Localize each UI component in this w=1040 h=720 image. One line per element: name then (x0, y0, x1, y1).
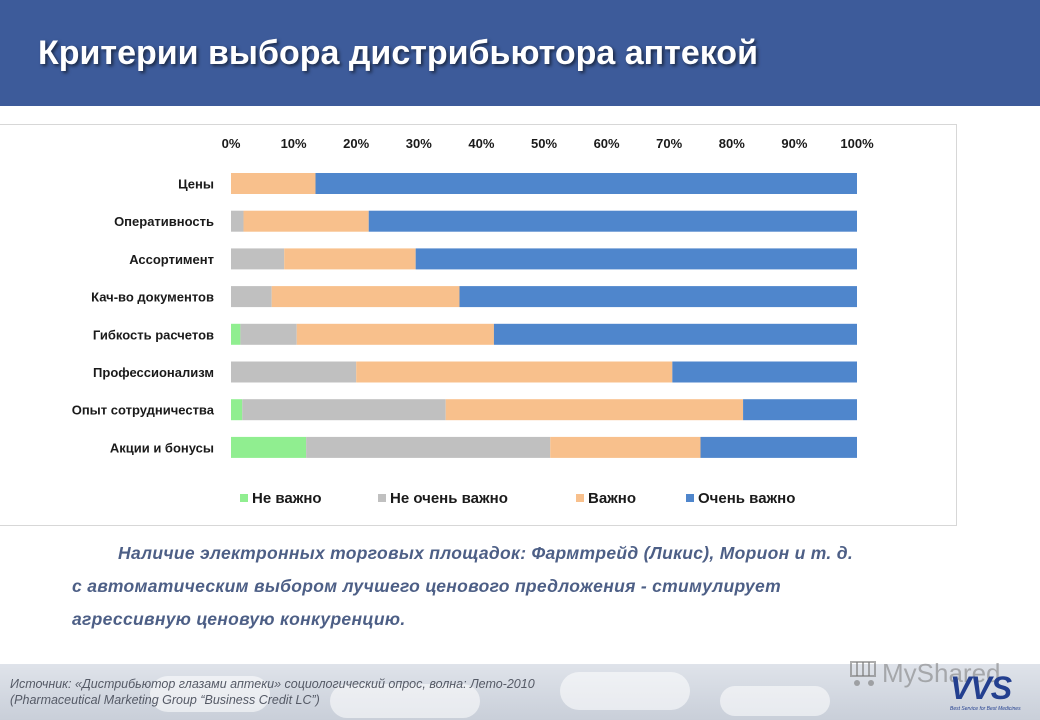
logo-tagline: Best Service for Best Medicines (950, 706, 1021, 712)
bar-segment (459, 286, 857, 308)
bar-segment (231, 323, 241, 345)
category-label: Кач-во документов (91, 290, 214, 305)
legend-swatch (240, 494, 248, 502)
stacked-bar-chart: 0% 10% 20% 30% 40% 50% 60% 70% 80% 90% 100% Цены Опе… (72, 136, 874, 507)
source-line-2: (Pharmaceutical Marketing Group “Busines… (10, 693, 320, 707)
x-tick-label: 40% (468, 136, 494, 151)
x-tick-label: 20% (343, 136, 369, 151)
note-line-2: с автоматическим выбором лучшего ценовог… (72, 576, 781, 596)
source-line-1: Источник: «Дистрибьютор глазами аптеки» … (10, 677, 535, 691)
footer-decoration (330, 684, 480, 718)
legend-label: Не важно (252, 490, 322, 507)
category-label: Гибкость расчетов (93, 327, 214, 342)
x-tick-label: 90% (781, 136, 807, 151)
legend-swatch (378, 494, 386, 502)
category-label: Ассортимент (129, 252, 214, 267)
page-title: Критерии выбора дистрибьютора аптекой (38, 34, 758, 72)
vvs-logo: VVS Best Service for Best Medicines (950, 670, 1030, 714)
bar-segment (493, 323, 857, 345)
category-label: Оперативность (114, 214, 214, 229)
legend-label: Важно (588, 490, 636, 507)
bar-segment (700, 436, 857, 458)
x-tick-label: 0% (222, 136, 241, 151)
bar-segment (672, 361, 857, 383)
bar-segment (368, 210, 857, 232)
bar-segment (231, 399, 243, 421)
category-label: Акции и бонусы (110, 440, 214, 455)
bar-segment (231, 361, 357, 383)
x-tick-label: 50% (531, 136, 557, 151)
legend-swatch (576, 494, 584, 502)
bar-segment (306, 436, 551, 458)
bar-segment (271, 286, 460, 308)
footer-decoration (150, 676, 270, 712)
footer-decoration (720, 686, 830, 716)
bar-segment (242, 399, 446, 421)
footer-band (0, 664, 1040, 720)
bar-segment (231, 248, 285, 270)
watermark-text: MyShared (882, 658, 1001, 688)
source-citation: Источник: «Дистрибьютор глазами аптеки» … (10, 676, 535, 708)
category-label: Цены (178, 177, 214, 192)
bar-segment (356, 361, 673, 383)
bar-segment (243, 210, 369, 232)
x-tick-label: 70% (656, 136, 682, 151)
note-line-1: Наличие электронных торговых площадок: Ф… (118, 543, 853, 563)
x-tick-label: 60% (594, 136, 620, 151)
bar-segment (550, 436, 701, 458)
cart-icon (850, 661, 876, 686)
bar-segment (284, 248, 416, 270)
legend-label: Не очень важно (390, 490, 508, 507)
bar-segment (240, 323, 297, 345)
legend-label: Очень важно (698, 490, 795, 507)
bar-segment (743, 399, 857, 421)
bar-segment (231, 436, 307, 458)
header-banner: Критерии выбора дистрибьютора аптекой (0, 0, 1040, 106)
category-label: Профессионализм (93, 365, 214, 380)
category-label: Опыт сотрудничества (72, 403, 215, 418)
bar-segment (296, 323, 494, 345)
x-tick-label: 80% (719, 136, 745, 151)
footer-decoration (560, 672, 690, 710)
chart-container: 0% 10% 20% 30% 40% 50% 60% 70% 80% 90% 100% Цены Опе… (0, 124, 957, 526)
logo-wordmark: VVS (950, 670, 1012, 706)
note-text: Наличие электронных торговых площадок: Ф… (72, 537, 1012, 636)
bar-segment (415, 248, 857, 270)
legend-swatch (686, 494, 694, 502)
bar-segment (315, 173, 857, 194)
bar-segment (445, 399, 744, 421)
bar-segment (231, 286, 272, 308)
x-tick-label: 100% (840, 136, 874, 151)
note-line-3: агрессивную ценовую конкуренцию. (72, 609, 406, 629)
bar-segment (231, 210, 244, 232)
bar-segment (231, 173, 316, 194)
x-tick-label: 30% (406, 136, 432, 151)
x-tick-label: 10% (281, 136, 307, 151)
